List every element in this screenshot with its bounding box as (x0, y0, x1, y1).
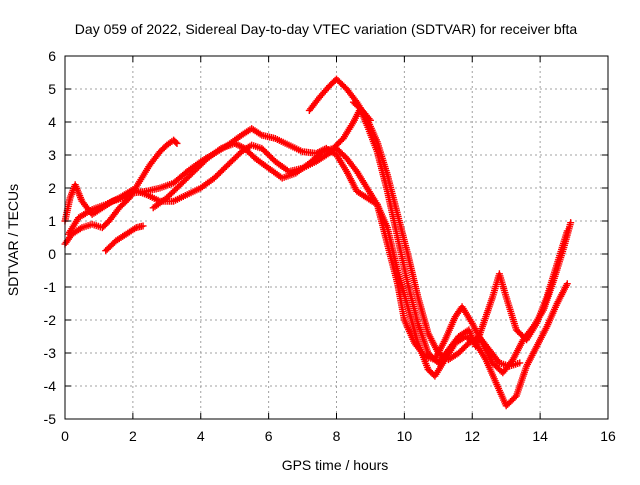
data-point (173, 139, 181, 147)
y-tick-label: 2 (48, 180, 56, 196)
x-tick-label: 14 (532, 428, 548, 444)
series-track (102, 222, 147, 255)
y-tick-label: 3 (48, 147, 56, 163)
y-tick-label: 5 (48, 81, 56, 97)
series-track (305, 75, 524, 370)
x-tick-label: 2 (129, 428, 137, 444)
chart-title: Day 059 of 2022, Sidereal Day-to-day VTE… (75, 21, 578, 37)
data-point (563, 227, 571, 235)
series-track (149, 105, 571, 367)
y-tick-label: 1 (48, 213, 56, 229)
data-point (139, 222, 147, 230)
data-point (317, 149, 325, 157)
y-tick-label: -2 (44, 312, 57, 328)
x-axis-label: GPS time / hours (282, 457, 389, 473)
x-tick-label: 16 (600, 428, 616, 444)
data-point (567, 219, 575, 227)
x-tick-label: 4 (197, 428, 205, 444)
x-tick-label: 10 (397, 428, 413, 444)
y-tick-label: -5 (44, 411, 57, 427)
y-tick-label: 6 (48, 48, 56, 64)
series-track (64, 141, 571, 410)
data-point (366, 116, 374, 124)
data-marks (61, 75, 575, 410)
data-point (172, 138, 180, 146)
data-point (563, 280, 571, 288)
series-track (349, 98, 374, 124)
y-tick-label: 0 (48, 246, 56, 262)
x-tick-label: 6 (265, 428, 273, 444)
x-tick-label: 8 (333, 428, 341, 444)
y-tick-label: -4 (44, 378, 57, 394)
x-tick-label: 0 (61, 428, 69, 444)
y-tick-label: 4 (48, 114, 56, 130)
y-tick-label: -3 (44, 345, 57, 361)
y-tick-label: -1 (44, 279, 57, 295)
data-point (516, 359, 524, 367)
y-axis-label: SDTVAR / TECUs (5, 184, 21, 296)
x-tick-label: 12 (464, 428, 480, 444)
